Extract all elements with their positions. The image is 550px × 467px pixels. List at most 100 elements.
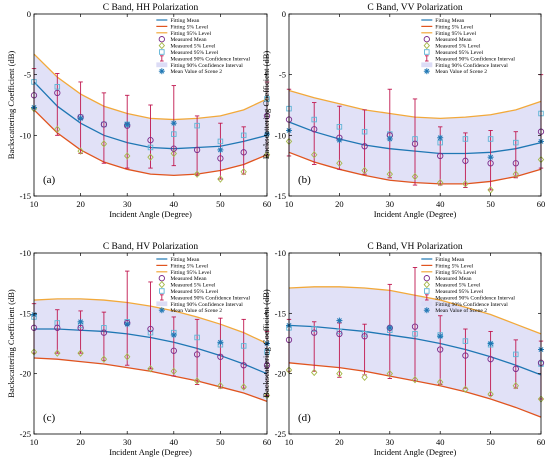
legend-swatch [424, 49, 430, 55]
legend-swatch [423, 41, 430, 50]
legend-label: Fitting Mean [435, 18, 464, 24]
legend-label: Measured 90% Confidence Interval [170, 55, 250, 62]
scene2-point [336, 137, 343, 144]
scene2-point [77, 115, 84, 122]
scene2-point [124, 321, 131, 328]
x-tick-label: 10 [30, 199, 39, 209]
legend-item: Measured 5% Level [423, 41, 481, 50]
y-tick-label: -15 [20, 308, 31, 318]
measured-mean-point [147, 137, 154, 144]
y-tick-label: -15 [275, 191, 286, 201]
x-tick-label: 50 [216, 199, 225, 209]
measured-5-point [386, 170, 393, 178]
chart-title: C Band, VH Polarization [367, 242, 463, 252]
scene2-point [336, 317, 343, 324]
measured-95-point [54, 84, 61, 90]
x-tick-label: 60 [537, 199, 546, 209]
measured-mean-point [170, 145, 177, 152]
measured-95-point [194, 334, 200, 341]
x-tick-label: 20 [335, 437, 344, 447]
legend-item: Fitting 95% Level [421, 270, 476, 276]
y-tick-label: -20 [20, 369, 31, 379]
scene2-point [217, 339, 224, 346]
measured-5-point [411, 376, 419, 384]
measured-mean-point [462, 157, 469, 164]
x-tick-label: 10 [30, 437, 39, 447]
measured-mean-point [240, 362, 247, 369]
measured-mean-point [411, 323, 419, 330]
legend-item: Measured Mean [158, 275, 207, 282]
legend-item: Mean Value of Scene 2 [423, 307, 487, 314]
legend-swatch [425, 55, 429, 62]
legend-swatch [158, 68, 165, 75]
error-bar [101, 92, 107, 164]
measured-mean-point [411, 140, 419, 147]
plot-frame [288, 252, 542, 435]
legend-label: Measured 90% Confidence Interval [435, 55, 515, 62]
legend-swatch [156, 301, 168, 307]
measured-95-point [240, 132, 247, 139]
measured-mean-point [77, 324, 84, 331]
x-tick-label: 60 [263, 199, 272, 209]
x-tick-label: 20 [76, 199, 85, 209]
error-bar [55, 73, 60, 136]
y-tick-label: -15 [20, 191, 31, 201]
chart-title: C Band, HH Polarization [103, 3, 199, 13]
legend-label: Fitting 95% Level [435, 270, 476, 276]
legend-swatch [423, 36, 430, 43]
x-tick-label: 30 [386, 199, 395, 209]
x-tick-label: 20 [76, 437, 85, 447]
measured-5-point [240, 383, 247, 391]
scene2-point [437, 333, 444, 340]
measured-95-point [487, 136, 494, 142]
measured-5-point [170, 367, 177, 375]
scene2-point [77, 318, 84, 325]
error-bar [387, 283, 392, 379]
measured-95-point [240, 343, 247, 349]
measured-mean-point [437, 152, 444, 160]
x-tick-label: 30 [123, 199, 132, 209]
legend-label: Fitting 90% Confidence Interval [170, 62, 243, 69]
measured-mean-point [193, 146, 201, 154]
legend-swatch [423, 307, 430, 314]
legend-item: Measured 90% Confidence Interval [160, 294, 250, 301]
measured-95-point [412, 331, 418, 337]
legend-swatch [158, 36, 165, 43]
measured-95-point [171, 131, 177, 137]
legend-label: Fitting 95% Level [435, 31, 476, 37]
measured-mean-point [100, 329, 108, 336]
measured-mean-point [170, 347, 177, 354]
measured-95-point [361, 128, 368, 135]
chart-title: C Band, HV Polarization [103, 242, 199, 252]
scene2-point [487, 340, 494, 347]
measured-95-point [462, 338, 469, 344]
scene2-point [487, 154, 494, 161]
y-tick-label: -10 [20, 248, 31, 258]
y-tick-label: -5 [279, 70, 286, 80]
legend-label: Fitting 90% Confidence Interval [435, 301, 508, 308]
legend-swatch [160, 55, 164, 62]
fitting-5-line [33, 109, 268, 177]
legend-item: Measured 90% Confidence Interval [425, 294, 515, 301]
legend-label: Fitting 5% Level [170, 263, 208, 269]
legend-label: Fitting Mean [170, 18, 199, 24]
measured-5-point [240, 168, 247, 176]
measured-mean-point [147, 325, 154, 333]
y-tick-label: -20 [275, 369, 286, 379]
measured-95-point [336, 124, 343, 130]
measured-mean-point [193, 351, 201, 358]
x-tick-label: 30 [123, 437, 132, 447]
legend-item: Fitting 90% Confidence Interval [156, 62, 243, 69]
chart-panel-4: 10 20 30 40 50 60 -10 -15 -20 -25 C Band, VH Polar… [261, 242, 545, 457]
x-axis-label: Incident Angle (Degree) [109, 447, 192, 457]
legend-item: Mean Value of Scene 2 [158, 307, 222, 314]
legend-item: Fitting 5% Level [421, 263, 474, 269]
measured-5-point [462, 385, 469, 394]
measured-5-point [217, 382, 224, 390]
legend-item: Fitting Mean [156, 18, 200, 24]
plot-frame [288, 13, 542, 197]
legend-label: Mean Value of Scene 2 [170, 307, 222, 314]
x-tick-label: 10 [285, 437, 294, 447]
measured-5-point [437, 178, 444, 187]
legend-swatch [158, 41, 166, 50]
